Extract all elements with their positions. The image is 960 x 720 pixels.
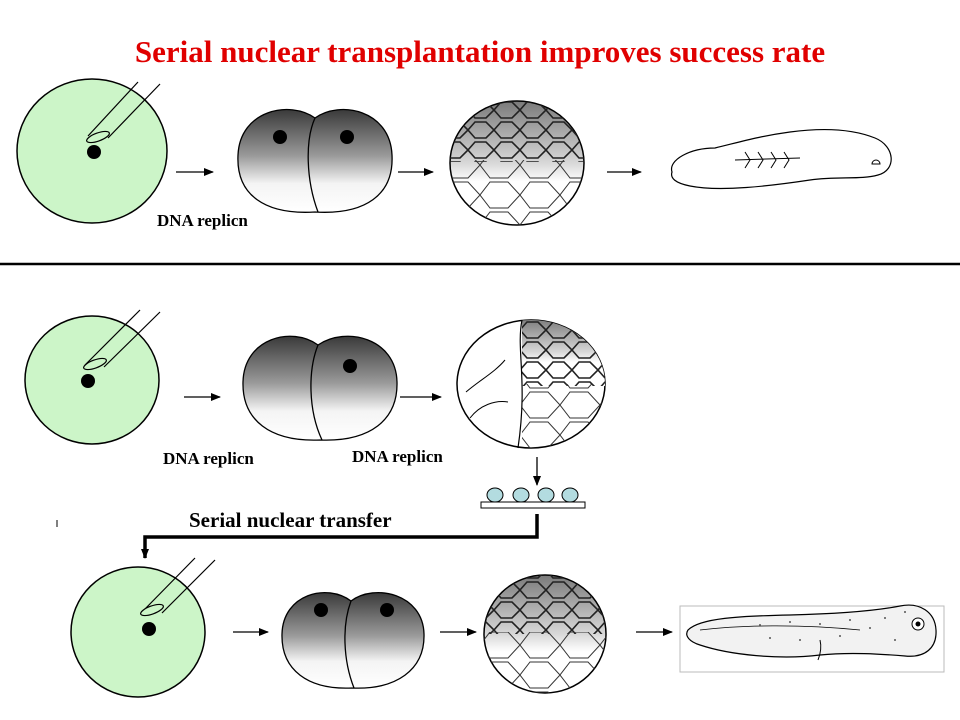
blastula-icon (483, 574, 607, 694)
egg-cell-icon (70, 566, 206, 698)
micropipette-icon (83, 309, 161, 371)
serial-transfer-arrow (141, 514, 539, 559)
two-cell-embryo-icon (237, 108, 393, 213)
two-cell-embryo-icon (242, 335, 398, 441)
culture-dish-icon (480, 487, 586, 509)
row2: DNA replicn DNA replicn (24, 309, 606, 559)
serial-transfer-label: Serial nuclear transfer (189, 508, 392, 532)
egg-cell-icon (24, 315, 160, 445)
blastula-icon (449, 100, 585, 226)
sectioned-blastula-icon (456, 319, 606, 449)
micropipette-icon (140, 557, 216, 617)
dna-replication-label: DNA replicn (157, 211, 248, 230)
dna-replication-label: DNA replicn (352, 447, 443, 466)
dna-replication-label: DNA replicn (163, 449, 254, 468)
two-cell-embryo-icon (281, 592, 425, 689)
abnormal-larva-icon (670, 128, 892, 190)
tadpole-icon (679, 604, 945, 673)
row1: DNA replicn (16, 78, 892, 230)
micropipette-icon (86, 81, 161, 144)
row3 (70, 557, 945, 698)
slide-title: Serial nuclear transplantation improves … (135, 34, 825, 69)
